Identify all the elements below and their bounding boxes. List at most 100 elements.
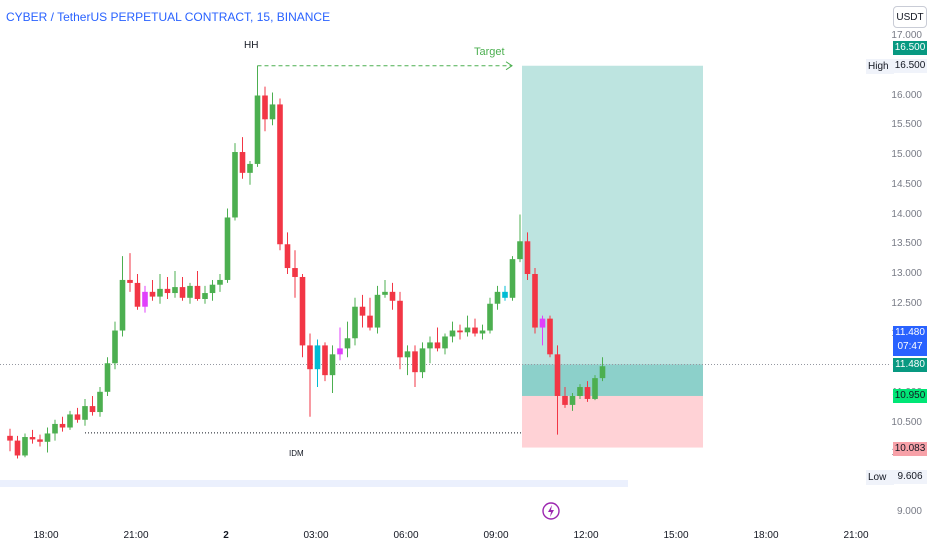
candle-body (532, 274, 538, 328)
candle (104, 357, 111, 396)
candle-body (14, 440, 21, 456)
low-label: Low (866, 470, 894, 485)
candle-body (367, 315, 373, 328)
time-tick-label: 21:00 (843, 530, 869, 541)
candle (337, 327, 343, 361)
time-tick-label: 2 (223, 530, 229, 541)
candle-body (247, 163, 253, 173)
last-price-tag: 11.480 (893, 358, 927, 372)
candle-body (22, 437, 28, 456)
time-tick-label: 15:00 (663, 530, 689, 541)
candle-body (119, 279, 126, 331)
price-tick-label: 9.000 (896, 506, 922, 517)
candle (209, 279, 216, 301)
candle-body (59, 423, 66, 428)
candle-body (157, 288, 163, 297)
candle (404, 345, 411, 376)
symbol-title[interactable]: CYBER / TetherUS PERPETUAL CONTRACT, 15,… (6, 10, 331, 24)
candle-body (149, 291, 156, 297)
candle (457, 324, 463, 340)
candle (29, 429, 36, 444)
time-tick-label: 21:00 (123, 530, 149, 541)
candle-body (172, 287, 178, 294)
target-price-tag: 16.500 (893, 41, 927, 55)
candle (509, 256, 516, 301)
candle (232, 143, 238, 221)
candle-body (434, 342, 441, 349)
candle (569, 393, 576, 411)
time-tick-label: 06:00 (393, 530, 419, 541)
candle (59, 416, 66, 432)
entry-price-tag: 10.950 (893, 389, 927, 403)
candle (164, 276, 171, 299)
candle (562, 387, 568, 408)
candle (307, 333, 313, 417)
low-price-tag: 9.606 (893, 470, 927, 484)
candle-body (194, 285, 201, 299)
candle-body (442, 336, 448, 349)
candle (577, 384, 583, 399)
current-price-tag: 11.480 07:47 (893, 326, 927, 356)
candle-body (419, 348, 426, 373)
candle (22, 433, 28, 458)
candle (247, 160, 253, 185)
price-tick-label: 15.000 (891, 149, 922, 160)
candle (187, 282, 193, 304)
candle (359, 294, 366, 328)
candle-body (284, 244, 291, 269)
candle-body (52, 423, 58, 434)
candle (487, 297, 493, 334)
candle (97, 387, 103, 417)
candle (239, 137, 246, 179)
price-tick-label: 13.500 (891, 238, 922, 250)
candle-body (359, 306, 366, 316)
candle-body (509, 259, 516, 298)
candle (599, 357, 606, 382)
candle-body (487, 303, 493, 331)
candle (157, 274, 163, 304)
candle-body (202, 293, 208, 299)
candle-body (404, 351, 411, 358)
candle (322, 342, 328, 382)
candle-body (472, 327, 478, 334)
candle (82, 398, 88, 426)
candle-body (97, 391, 103, 413)
candle-body (254, 95, 261, 164)
candle (149, 279, 156, 301)
current-price-value: 11.480 (895, 327, 925, 338)
candle-body (7, 435, 13, 441)
price-tick-label: 14.000 (891, 208, 922, 220)
candle (502, 285, 508, 301)
candle (427, 336, 433, 364)
candle (472, 318, 478, 337)
candle (67, 410, 73, 430)
time-tick-label: 03:00 (303, 530, 329, 541)
candle-body (322, 345, 328, 376)
price-tick-label: 13.000 (891, 268, 922, 279)
hh-annotation: HH (244, 40, 259, 51)
candle-body (524, 241, 531, 274)
candle-body (112, 330, 118, 364)
candle-body (314, 345, 321, 370)
candle-body (517, 241, 523, 260)
lightning-icon[interactable] (542, 502, 560, 520)
price-tick-label: 10.500 (891, 416, 922, 428)
currency-button[interactable]: USDT (893, 6, 927, 28)
candle-body (449, 330, 456, 337)
candle-body (134, 282, 141, 307)
candle (217, 274, 223, 292)
candle (524, 232, 531, 280)
candle-body (44, 433, 51, 442)
candle (52, 419, 58, 441)
time-tick-label: 12:00 (573, 530, 599, 541)
candle (592, 375, 598, 401)
candle-body (142, 291, 148, 307)
candle-body (592, 378, 598, 399)
candle-body (502, 291, 508, 298)
candle (344, 321, 351, 358)
candle (299, 274, 306, 358)
candle (37, 434, 43, 447)
candle-body (89, 406, 96, 413)
candle-body (374, 294, 381, 328)
